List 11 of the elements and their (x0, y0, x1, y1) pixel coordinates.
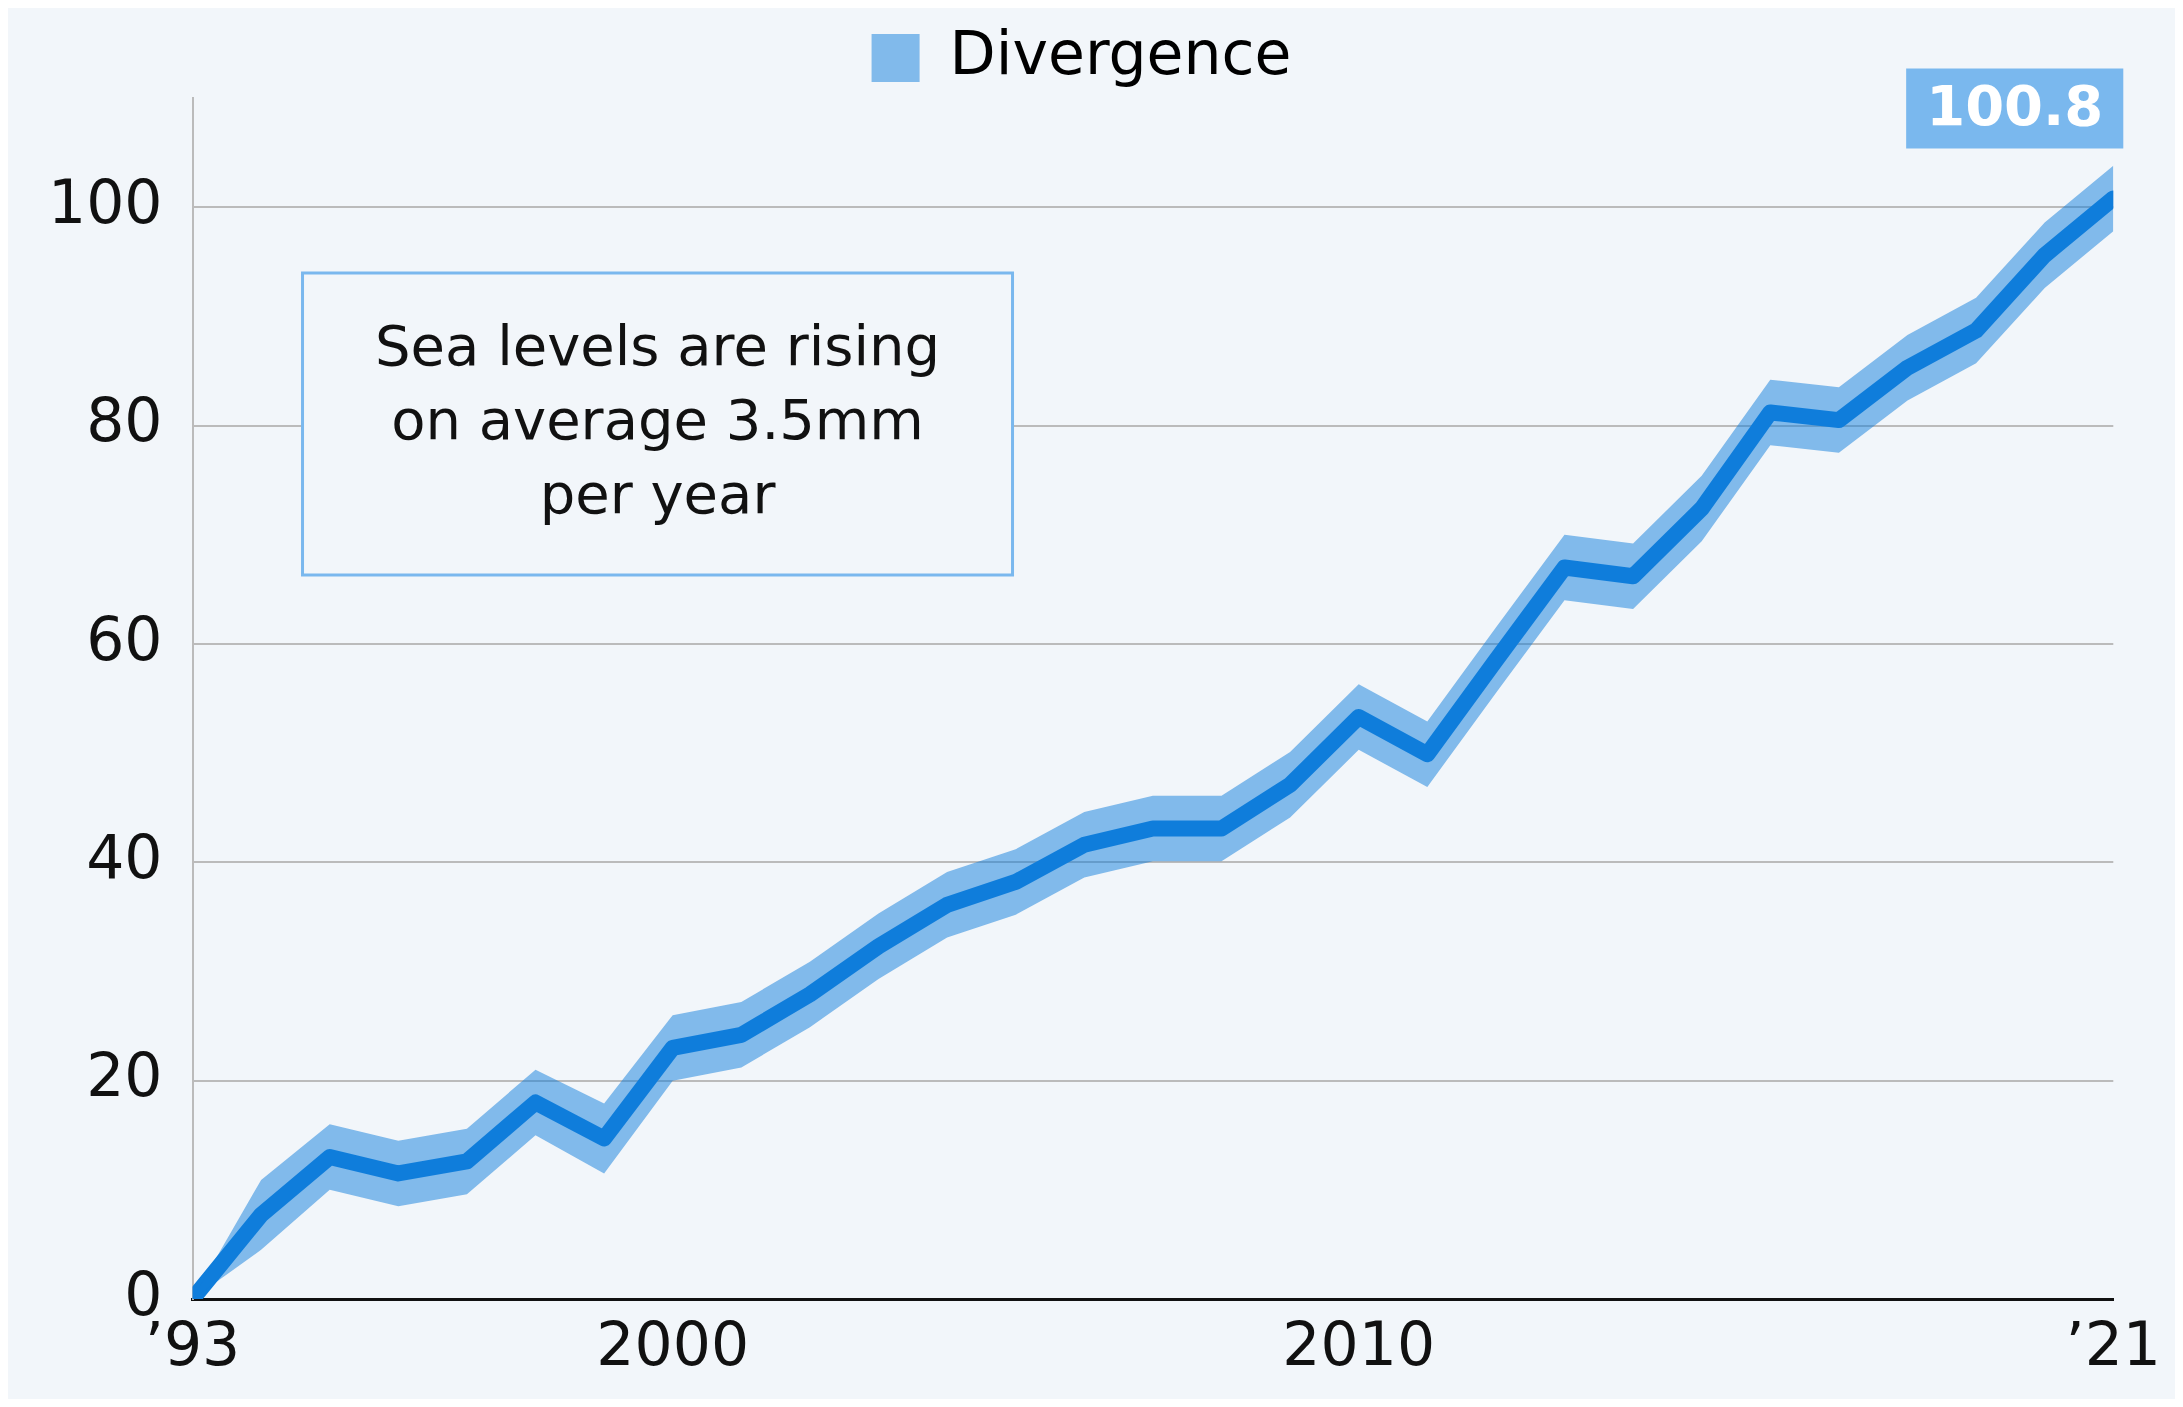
y-tick-label: 80 (86, 385, 163, 456)
y-tick-label: 60 (86, 603, 163, 674)
y-tick-label: 20 (86, 1040, 163, 1111)
x-tick-label: 2010 (1282, 1308, 1436, 1379)
y-tick-label: 40 (86, 821, 163, 892)
annotation: 100.8 (1926, 72, 2104, 138)
x-tick-label: ’21 (2065, 1308, 2161, 1379)
annotation: Sea levels are rising on average 3.5mm per year (375, 312, 941, 526)
x-tick-label: 2000 (596, 1308, 750, 1379)
legend-label: Divergence (949, 17, 1292, 88)
y-tick-label: 100 (47, 166, 163, 237)
